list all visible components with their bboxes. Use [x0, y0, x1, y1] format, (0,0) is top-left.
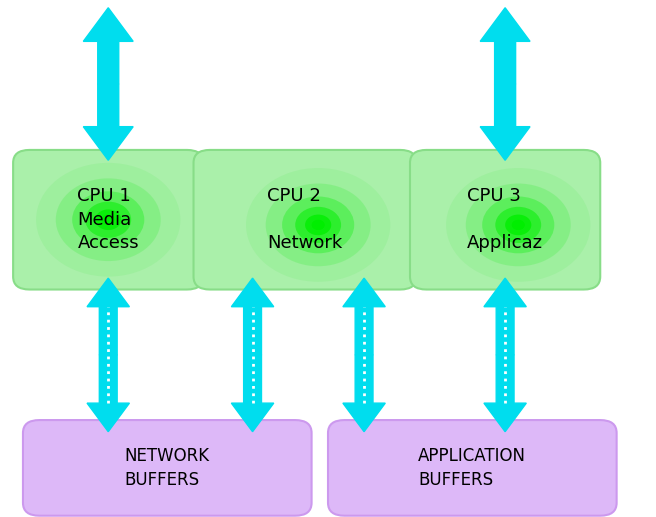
- Circle shape: [482, 196, 554, 253]
- FancyBboxPatch shape: [410, 150, 600, 290]
- Polygon shape: [232, 355, 274, 432]
- Circle shape: [312, 220, 325, 230]
- Text: APPLICATION
BUFFERS: APPLICATION BUFFERS: [419, 447, 526, 489]
- Polygon shape: [480, 84, 530, 160]
- Circle shape: [446, 168, 590, 282]
- Circle shape: [266, 184, 371, 266]
- Circle shape: [72, 191, 144, 248]
- Polygon shape: [484, 355, 526, 432]
- FancyBboxPatch shape: [194, 150, 417, 290]
- Polygon shape: [480, 8, 530, 84]
- Circle shape: [246, 168, 390, 282]
- Circle shape: [505, 215, 531, 235]
- Circle shape: [56, 178, 161, 261]
- FancyBboxPatch shape: [23, 420, 312, 516]
- Text: CPU 3

Applicaz: CPU 3 Applicaz: [467, 187, 543, 252]
- Circle shape: [36, 163, 180, 277]
- Polygon shape: [343, 355, 385, 432]
- Circle shape: [305, 215, 331, 235]
- Circle shape: [295, 207, 341, 243]
- Circle shape: [85, 202, 131, 238]
- Circle shape: [282, 196, 354, 253]
- Circle shape: [466, 184, 571, 266]
- Polygon shape: [343, 278, 385, 355]
- FancyBboxPatch shape: [13, 150, 203, 290]
- Circle shape: [95, 209, 121, 230]
- Circle shape: [495, 207, 541, 243]
- FancyBboxPatch shape: [328, 420, 617, 516]
- Circle shape: [512, 220, 525, 230]
- Polygon shape: [232, 278, 274, 355]
- Text: CPU 1
Media
Access: CPU 1 Media Access: [77, 187, 139, 252]
- Text: CPU 2

Network: CPU 2 Network: [268, 187, 342, 252]
- Polygon shape: [87, 355, 129, 432]
- Text: NETWORK
BUFFERS: NETWORK BUFFERS: [125, 447, 210, 489]
- Polygon shape: [83, 84, 133, 160]
- Circle shape: [102, 215, 115, 225]
- Polygon shape: [83, 8, 133, 84]
- Polygon shape: [87, 278, 129, 355]
- Polygon shape: [484, 278, 526, 355]
